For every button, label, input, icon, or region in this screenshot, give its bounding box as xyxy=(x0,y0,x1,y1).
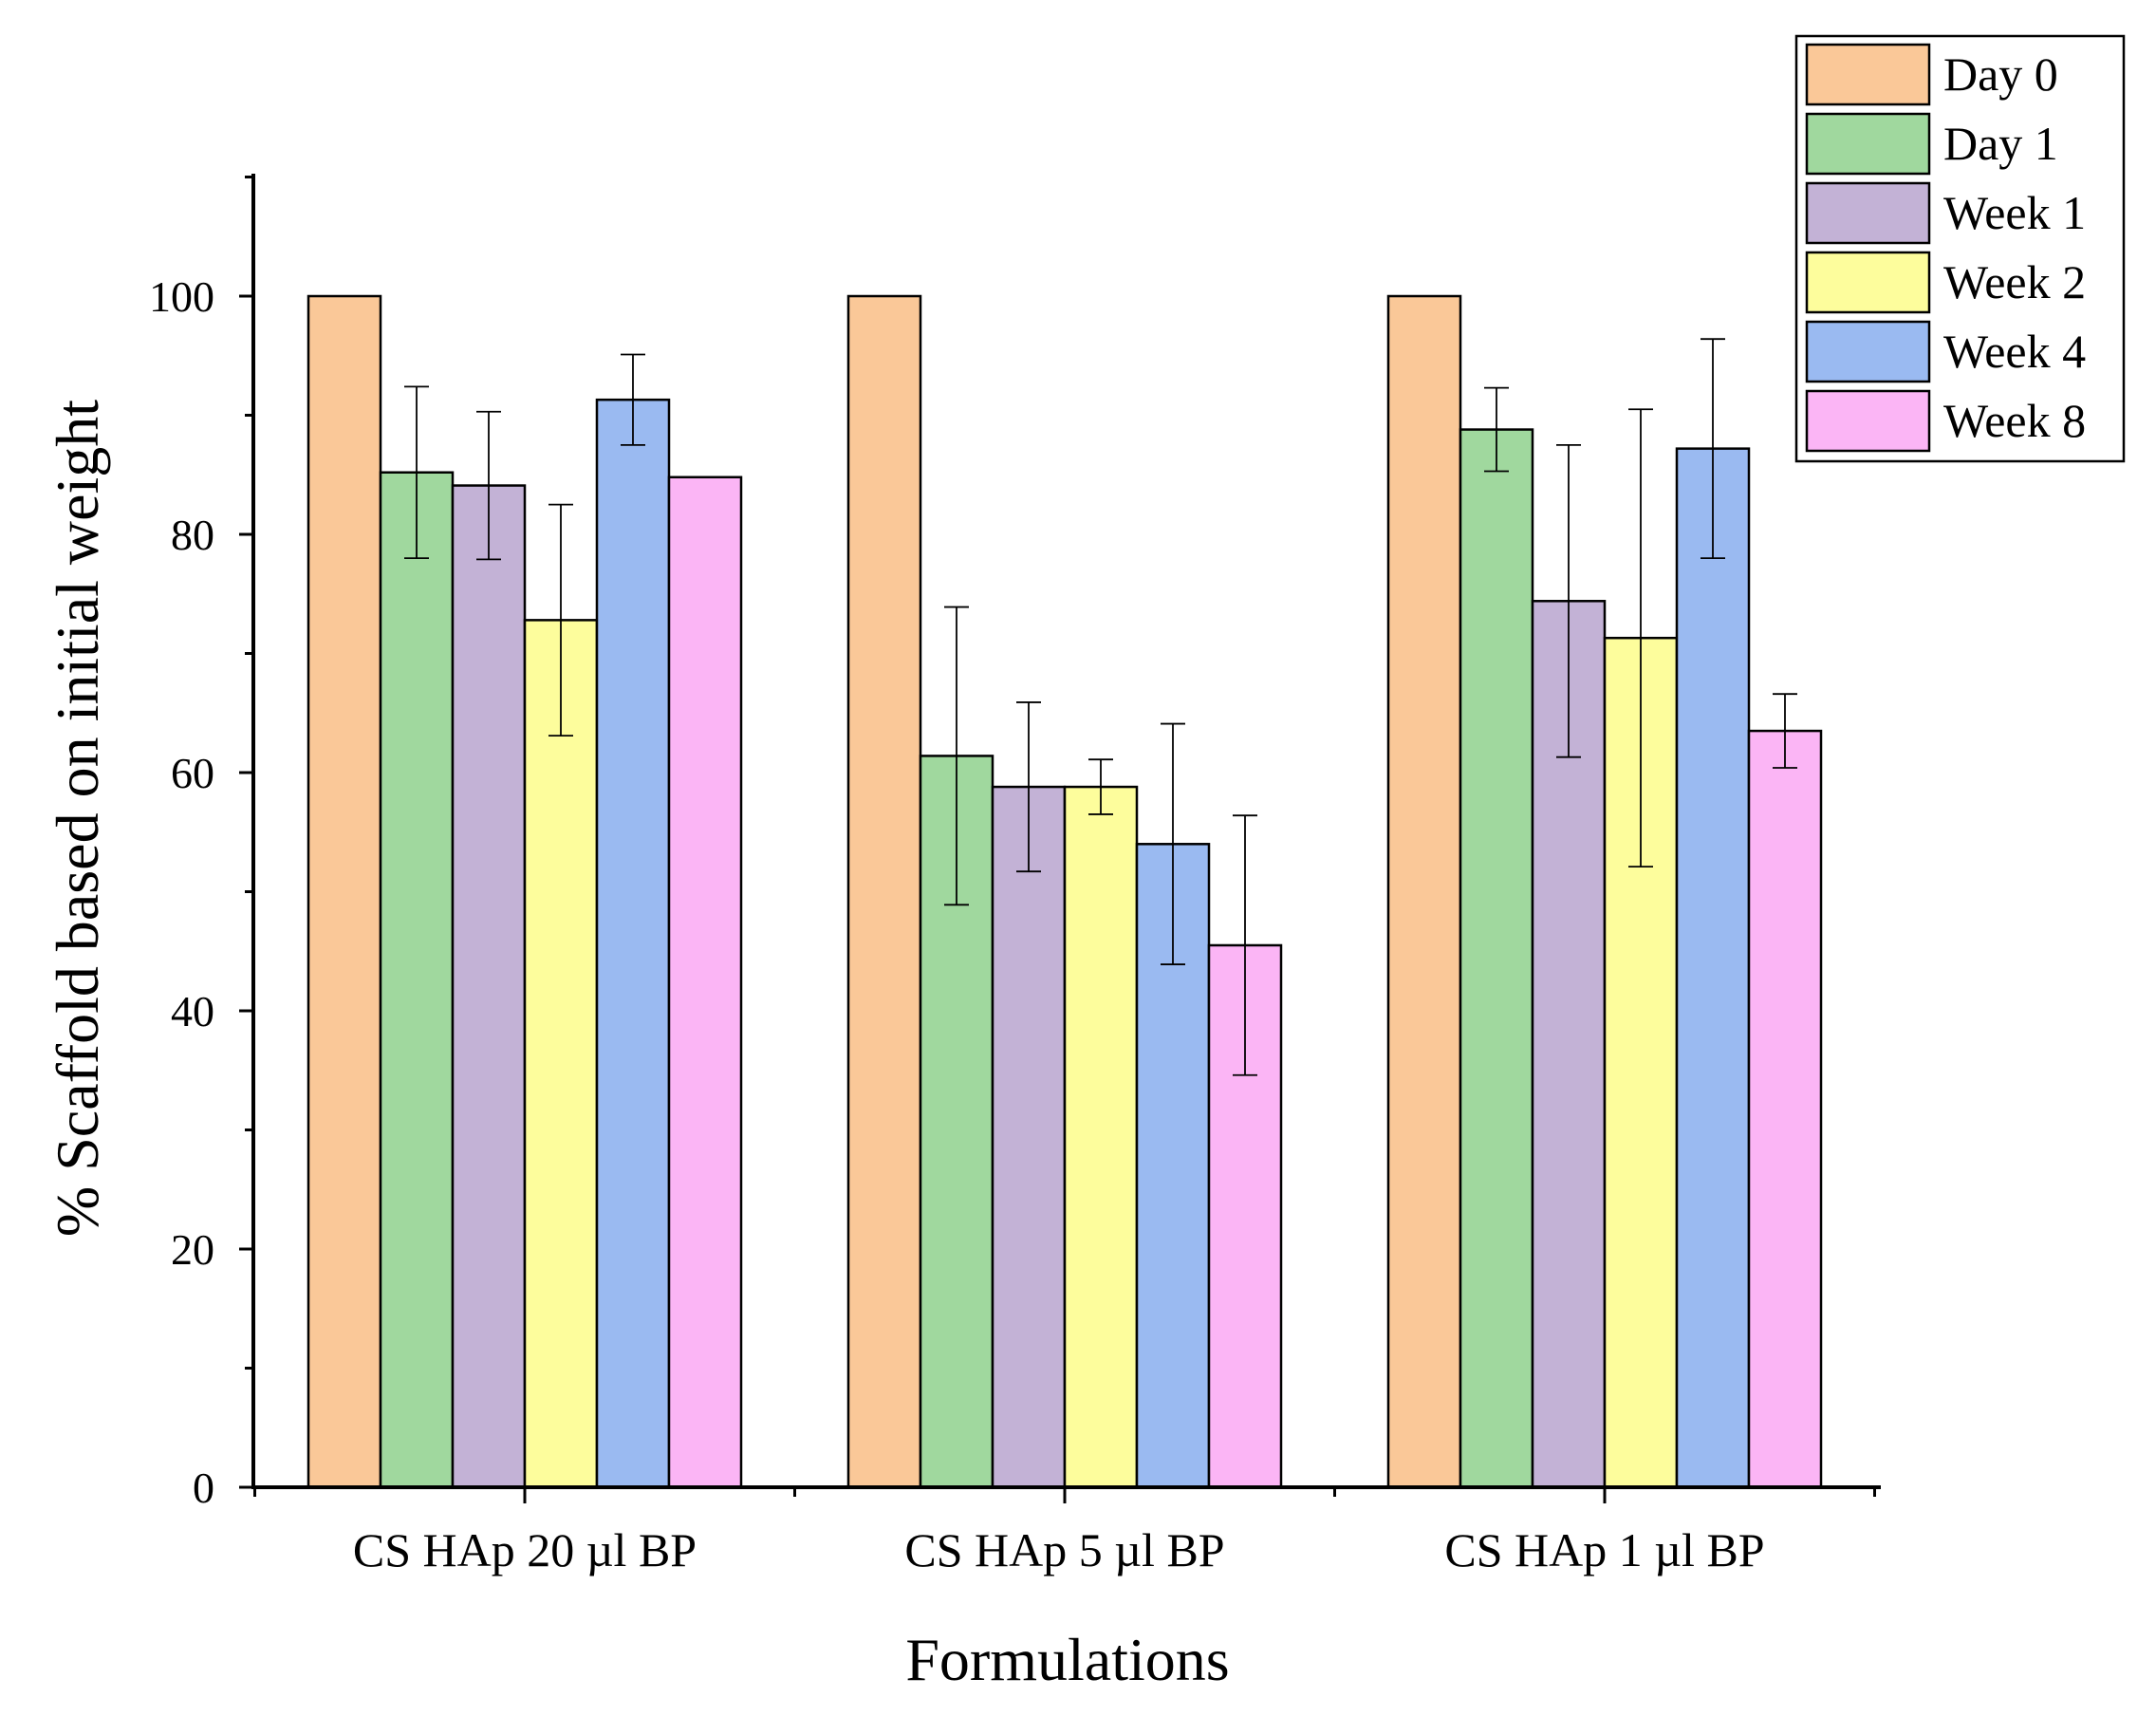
y-tick-label: 40 xyxy=(171,987,214,1035)
error-bar-cs-hap-1-ul-bp-week-8 xyxy=(1773,693,1797,769)
bar-cs-hap-20-ul-bp-day-0 xyxy=(307,294,382,1489)
bar-cs-hap-5-ul-bp-day-0 xyxy=(846,294,922,1489)
legend: Day 0 Day 1 Week 1 Week 2 Week 4 Week 8 xyxy=(1794,34,2126,463)
legend-swatch xyxy=(1805,43,1931,106)
legend-label: Day 1 xyxy=(1943,117,2058,170)
error-bar-cs-hap-1-ul-bp-week-4 xyxy=(1701,338,1725,559)
bar-cs-hap-1-ul-bp-week-4 xyxy=(1675,447,1751,1489)
y-ticks: 0 20 40 60 80 100 xyxy=(149,176,253,1512)
x-category-label: CS HAp 20 µl BP xyxy=(353,1523,697,1576)
x-category-label: CS HAp 5 µl BP xyxy=(904,1523,1224,1576)
legend-item-week-8: Week 8 xyxy=(1805,389,2086,453)
legend-swatch xyxy=(1805,251,1931,314)
error-bar-cs-hap-20-ul-bp-week-2 xyxy=(548,503,573,737)
bar-cs-hap-1-ul-bp-day-1 xyxy=(1459,428,1534,1489)
legend-item-day-1: Day 1 xyxy=(1805,112,2058,176)
x-axis-title: Formulations xyxy=(905,1626,1229,1693)
error-bar-cs-hap-5-ul-bp-day-1 xyxy=(944,606,969,906)
legend-item-week-4: Week 4 xyxy=(1805,320,2086,383)
y-tick-label: 20 xyxy=(171,1225,214,1274)
error-bar-cs-hap-1-ul-bp-week-1 xyxy=(1556,443,1581,758)
x-ticks: CS HAp 20 µl BP CS HAp 5 µl BP CS HAp 1 µl… xyxy=(253,1487,1876,1576)
error-bar-cs-hap-1-ul-bp-day-1 xyxy=(1484,386,1509,473)
legend-label: Week 4 xyxy=(1943,325,2086,378)
y-tick-label: 100 xyxy=(149,272,214,321)
legend-swatch xyxy=(1805,320,1931,383)
error-bar-cs-hap-5-ul-bp-week-4 xyxy=(1161,722,1185,965)
legend-label: Week 8 xyxy=(1943,394,2086,447)
error-bar-cs-hap-1-ul-bp-week-2 xyxy=(1628,408,1653,868)
bar-cs-hap-20-ul-bp-week-4 xyxy=(595,398,671,1489)
error-bar-cs-hap-5-ul-bp-week-8 xyxy=(1233,814,1257,1076)
y-tick-label: 80 xyxy=(171,511,214,559)
error-bar-cs-hap-5-ul-bp-week-2 xyxy=(1088,758,1113,815)
error-bar-cs-hap-5-ul-bp-week-1 xyxy=(1016,701,1041,873)
bar-cs-hap-20-ul-bp-week-2 xyxy=(523,619,599,1489)
legend-swatch xyxy=(1805,389,1931,453)
error-bars-layer xyxy=(404,338,1797,1076)
x-category-label: CS HAp 1 µl BP xyxy=(1444,1523,1764,1576)
legend-swatch xyxy=(1805,181,1931,245)
error-bar-cs-hap-20-ul-bp-week-1 xyxy=(476,410,501,561)
bar-cs-hap-20-ul-bp-week-8 xyxy=(667,476,743,1489)
legend-label: Week 2 xyxy=(1943,255,2086,308)
y-tick-label: 60 xyxy=(171,749,214,797)
legend-label: Day 0 xyxy=(1943,47,2058,101)
error-bar-cs-hap-20-ul-bp-week-4 xyxy=(621,353,645,446)
bar-cs-hap-1-ul-bp-week-8 xyxy=(1747,729,1823,1489)
error-bar-cs-hap-20-ul-bp-day-1 xyxy=(404,385,429,559)
legend-item-week-1: Week 1 xyxy=(1805,181,2086,245)
y-tick-label: 0 xyxy=(193,1464,214,1512)
bar-cs-hap-20-ul-bp-day-1 xyxy=(379,471,455,1489)
bar-cs-hap-5-ul-bp-week-2 xyxy=(1063,785,1139,1489)
y-axis-title: % Scaffold based on initial weight xyxy=(44,400,111,1237)
legend-item-week-2: Week 2 xyxy=(1805,251,2086,314)
legend-label: Week 1 xyxy=(1943,186,2086,239)
bar-cs-hap-1-ul-bp-day-0 xyxy=(1386,294,1462,1489)
legend-swatch xyxy=(1805,112,1931,176)
bar-cs-hap-5-ul-bp-week-1 xyxy=(991,785,1067,1489)
bar-cs-hap-20-ul-bp-week-1 xyxy=(451,484,527,1489)
bars-layer xyxy=(307,294,1823,1489)
legend-item-day-0: Day 0 xyxy=(1805,43,2058,106)
